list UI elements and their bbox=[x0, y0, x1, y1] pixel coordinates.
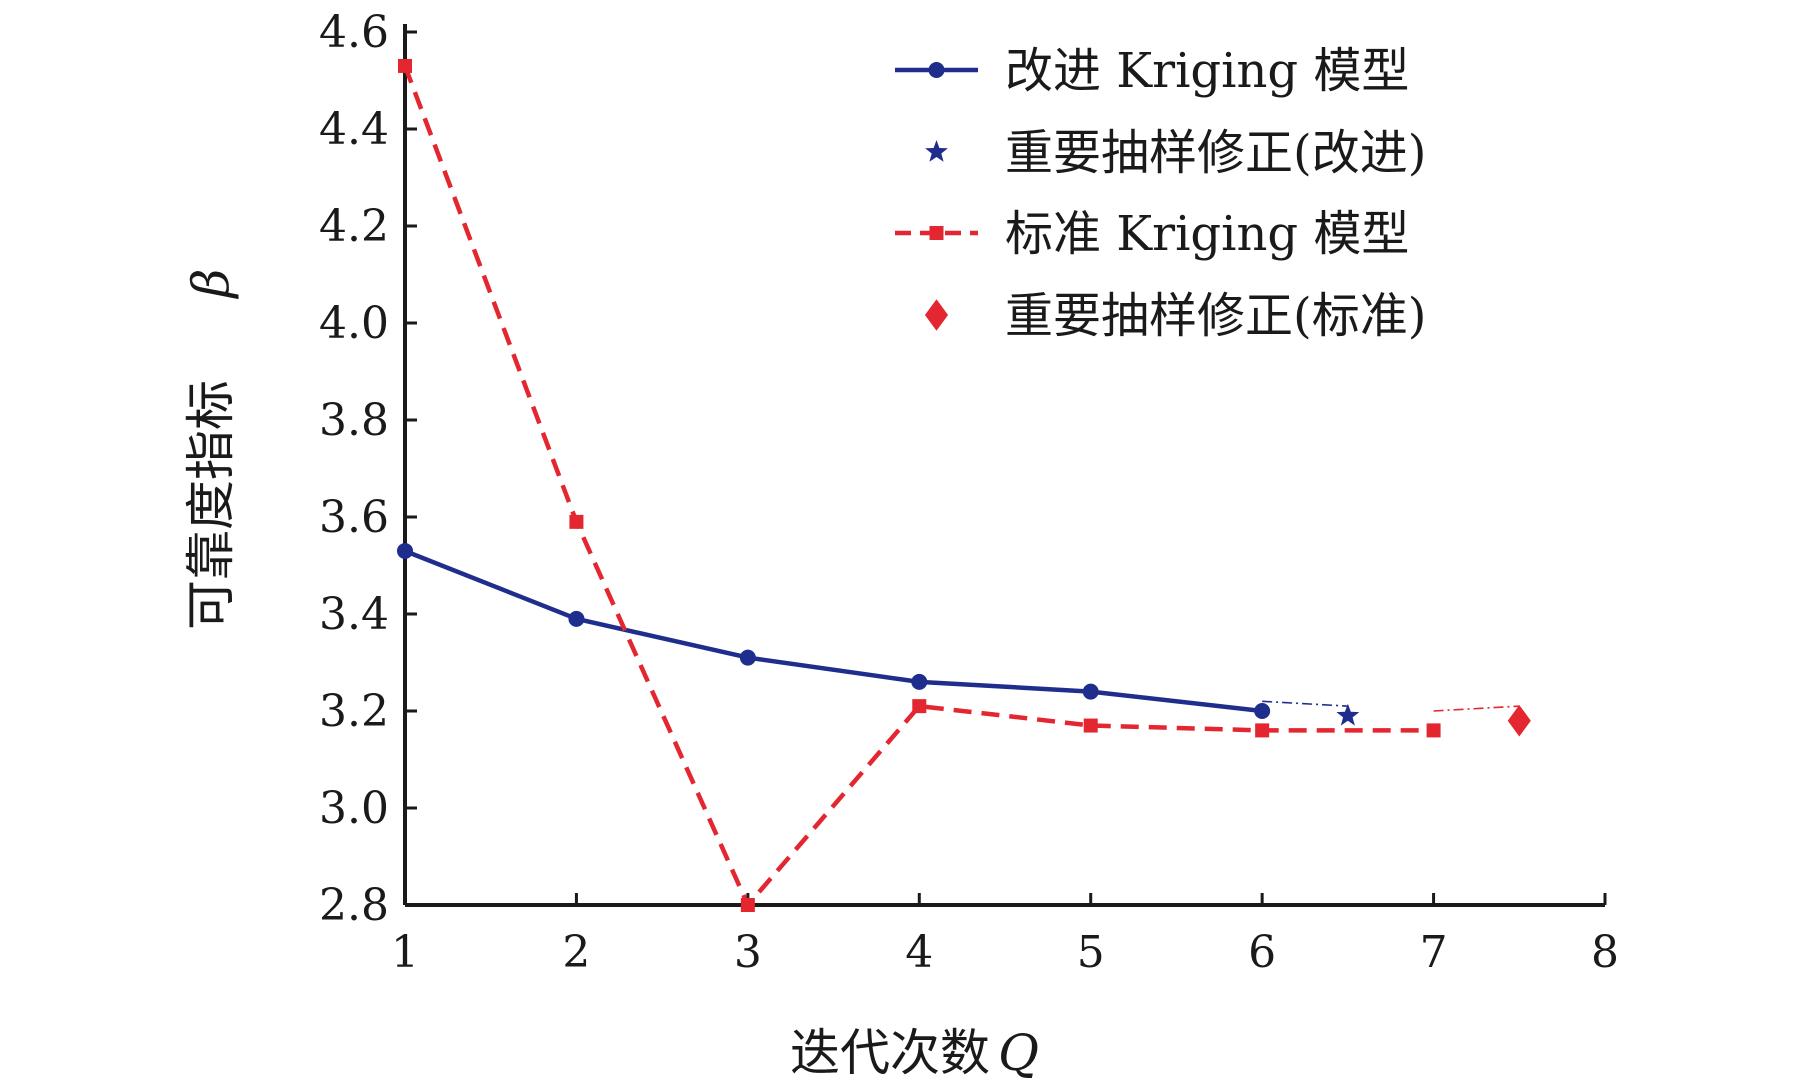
standard-kriging-point bbox=[1255, 723, 1270, 738]
y-tick-label: 3.8 bbox=[319, 395, 389, 446]
y-tick-label: 4.0 bbox=[319, 298, 389, 349]
y-axis-symbol: β bbox=[182, 269, 240, 300]
x-tick-label: 1 bbox=[391, 927, 419, 978]
legend-marker-improved-correction bbox=[925, 140, 948, 162]
standard-kriging-point bbox=[912, 699, 927, 714]
x-tick-label: 3 bbox=[734, 927, 762, 978]
standard-kriging-line bbox=[402, 65, 1434, 908]
y-tick-label: 3.4 bbox=[319, 589, 389, 640]
legend-label-improved-correction: 重要抽样修正(改进) bbox=[1005, 125, 1426, 181]
y-tick-label: 3.2 bbox=[319, 686, 389, 737]
x-tick-label: 7 bbox=[1420, 927, 1448, 978]
improved-kriging-point bbox=[568, 610, 585, 627]
legend-label-standard-correction: 重要抽样修正(标准) bbox=[1005, 288, 1426, 344]
improved-kriging-point bbox=[397, 542, 413, 559]
improved-kriging-point bbox=[911, 673, 928, 690]
x-tick-label: 8 bbox=[1591, 927, 1619, 978]
improved-kriging-point bbox=[739, 649, 756, 666]
legend-marker-improved-kriging bbox=[928, 62, 945, 78]
x-tick-label: 2 bbox=[562, 927, 590, 978]
improved-kriging-line bbox=[404, 548, 1263, 714]
standard-kriging-point bbox=[398, 58, 412, 73]
y-tick-label: 4.6 bbox=[319, 7, 389, 58]
improved-kriging-point bbox=[1254, 703, 1271, 719]
legend-label-improved-kriging: 改进 Kriging 模型 bbox=[1005, 43, 1409, 99]
standard-kriging-point bbox=[1083, 718, 1098, 733]
series-layer bbox=[397, 58, 1531, 912]
legend-marker-standard-kriging bbox=[929, 226, 944, 240]
improved-kriging-point bbox=[1082, 683, 1099, 700]
legend-label-standard-kriging: 标准 Kriging 模型 bbox=[1005, 206, 1409, 262]
axes: 1 2 3 4 5 6 7 8 2.8 3.0 3.2 3.4 3.6 3.8 4.0 4.2 4.4 4.6 bbox=[319, 7, 1619, 978]
standard-kriging-point bbox=[1426, 723, 1441, 738]
legend-marker-standard-correction bbox=[924, 299, 949, 331]
x-axis-title: 迭代次数 bbox=[790, 1024, 990, 1082]
y-tick-label: 4.2 bbox=[319, 201, 389, 252]
y-tick-label: 3.6 bbox=[319, 492, 389, 543]
x-tick-label: 6 bbox=[1248, 927, 1276, 978]
y-tick-label: 2.8 bbox=[319, 880, 389, 931]
correction-connector bbox=[1433, 705, 1520, 712]
y-axis-title: 可靠度指标 bbox=[182, 380, 240, 630]
correction-connector bbox=[1262, 700, 1348, 707]
improved-correction-point bbox=[1336, 703, 1360, 726]
x-tick-label: 5 bbox=[1077, 927, 1105, 978]
y-tick-label: 3.0 bbox=[319, 783, 389, 834]
x-axis-symbol: Q bbox=[998, 1024, 1039, 1082]
standard-correction-point bbox=[1507, 704, 1531, 737]
standard-kriging-point bbox=[740, 898, 755, 912]
y-tick-label: 4.4 bbox=[319, 104, 389, 155]
x-tick-label: 4 bbox=[905, 927, 933, 978]
standard-kriging-point bbox=[569, 514, 584, 529]
